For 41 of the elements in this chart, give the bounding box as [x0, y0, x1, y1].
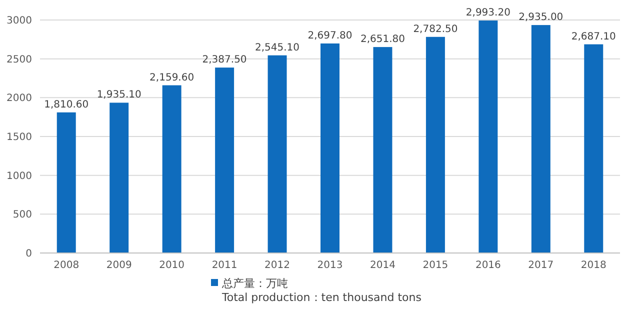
bar: [268, 55, 287, 253]
x-tick-label: 2017: [528, 260, 554, 271]
x-tick-label: 2008: [54, 260, 80, 271]
y-tick-label: 1500: [6, 132, 32, 143]
bar: [426, 36, 445, 253]
data-label: 2,545.10: [255, 42, 300, 54]
data-label: 2,782.50: [413, 24, 458, 35]
bar: [110, 102, 129, 253]
x-tick-label: 2015: [422, 260, 448, 271]
x-tick-label: 2013: [317, 260, 343, 271]
bar: [478, 20, 498, 253]
bar: [584, 44, 604, 253]
legend-label: 总产量：万吨 Total production：ten thousand tons: [221, 276, 422, 304]
bar: [56, 112, 76, 253]
y-tick-label: 1000: [6, 170, 32, 182]
y-tick-label: 2500: [6, 54, 32, 66]
data-label: 2,935.00: [518, 12, 564, 24]
y-tick-label: 3000: [6, 16, 32, 26]
bar: [320, 43, 340, 253]
data-label: 2,651.80: [360, 34, 405, 46]
data-label: 2,387.50: [202, 54, 247, 66]
bar: [162, 85, 182, 253]
y-tick-label: 500: [12, 210, 32, 221]
x-tick-label: 2018: [580, 260, 606, 271]
data-label: 1,935.10: [96, 90, 142, 101]
data-label: 2,697.80: [308, 30, 352, 42]
x-tick-label: 2011: [212, 260, 238, 271]
x-tick-label: 2009: [106, 260, 132, 271]
data-label: 1,810.60: [44, 99, 89, 110]
x-tick-label: 2012: [264, 260, 290, 271]
y-tick-label: 2000: [6, 93, 32, 104]
x-tick-label: 2014: [370, 260, 396, 271]
bar: [373, 47, 392, 253]
x-tick-label: 2016: [475, 260, 501, 271]
y-tick-label: 0: [26, 248, 32, 260]
data-label: 2,993.20: [466, 8, 510, 19]
data-label: 2,159.60: [150, 72, 194, 84]
bar: [215, 68, 234, 253]
x-tick-label: 2010: [159, 260, 185, 271]
data-label: 2,687.10: [571, 31, 616, 42]
bar: [531, 25, 550, 253]
